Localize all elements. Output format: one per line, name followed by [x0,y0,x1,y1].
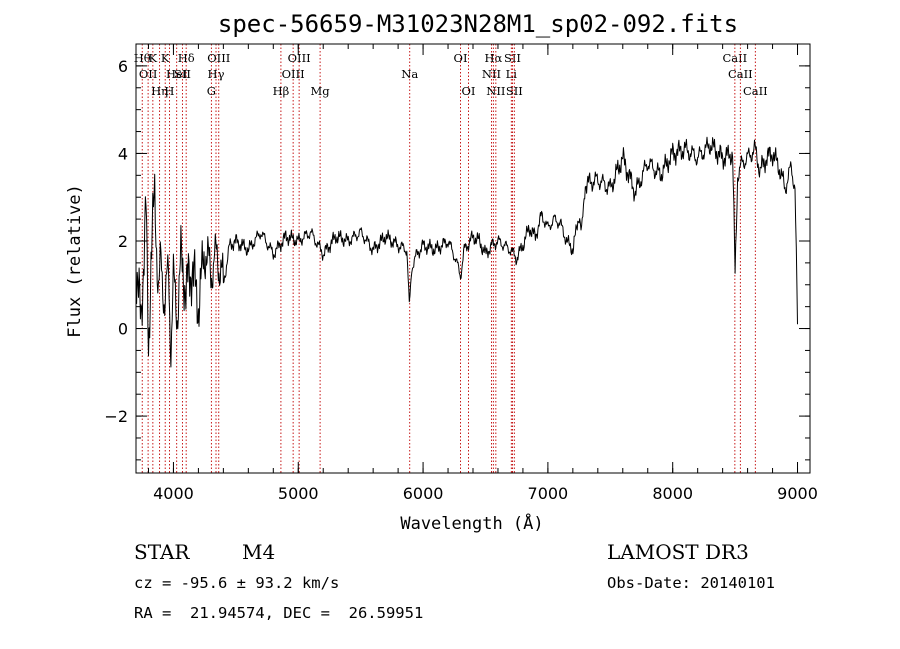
line-label-7: SII [174,67,191,81]
line-label-6: HeI [166,67,187,81]
series-line-flux [135,136,798,368]
line-label-24: SII [506,84,523,98]
y-tick-label-6: 6 [118,57,128,76]
series-group [135,136,798,368]
line-label-2: K [149,51,158,65]
object-class: STAR [134,540,190,564]
line-label-19: NII [482,67,501,81]
line-label-13: OIII [282,67,305,81]
y-tick-label-2: 2 [118,232,128,251]
line-label-26: CaII [728,67,753,81]
line-label-14: OIII [288,51,311,65]
line-label-22: Li [506,67,518,81]
line-label-11: OIII [207,51,230,65]
line-label-4: K [161,51,170,65]
line-label-25: CaII [722,51,747,65]
line-label-15: Mg [311,84,331,98]
axes: 4000 5000 6000 7000 8000 9000 −2 0 2 4 6 [104,43,818,503]
line-label-18: OI [462,84,476,98]
line-label-5: H [164,84,174,98]
x-tick-label-7000: 7000 [528,484,569,503]
survey-label: LAMOST DR3 [607,540,749,564]
line-label-3: Hη [151,84,168,98]
line-label-17: OI [454,51,468,65]
line-label-8: Hδ [178,51,195,65]
x-tick-label-4000: 4000 [153,484,194,503]
x-axis-label: Wavelength (Å) [400,512,543,534]
line-label-12: Hβ [273,84,290,98]
object-subclass: M4 [242,540,276,564]
obs-date: Obs-Date: 20140101 [607,574,775,592]
y-axis-label: Flux (relative) [65,184,85,338]
y-tick-label-4: 4 [118,144,128,163]
y-tick-label--2: −2 [104,407,128,426]
chart-title: spec-56659-M31023N28M1_sp02-092.fits [218,10,738,38]
ra-dec: RA = 21.94574, DEC = 26.59951 [134,604,424,622]
line-label-16: Na [401,67,418,81]
plot-frame [135,43,811,474]
line-label-9: G [207,84,216,98]
x-tick-label-9000: 9000 [777,484,818,503]
x-tick-label-8000: 8000 [652,484,693,503]
cz-value: cz = -95.6 ± 93.2 km/s [134,574,340,592]
line-label-1: OII [139,67,158,81]
x-tick-label-5000: 5000 [278,484,319,503]
line-label-20: Hα [484,51,502,65]
y-tick-label-0: 0 [118,320,128,339]
spectrum-chart: spec-56659-M31023N28M1_sp02-092.fits Hθ O… [65,10,818,534]
line-label-0: Hθ [134,51,151,65]
line-label-27: CaII [743,84,768,98]
line-label-10: Hγ [208,67,225,81]
line-markers: HθOIIKHηKHHeISIIHδGHγOIIIHβOIIIOIIIMgNaO… [134,44,768,473]
x-tick-label-6000: 6000 [403,484,444,503]
line-label-21: NII [486,84,505,98]
line-label-23: SII [504,51,521,65]
